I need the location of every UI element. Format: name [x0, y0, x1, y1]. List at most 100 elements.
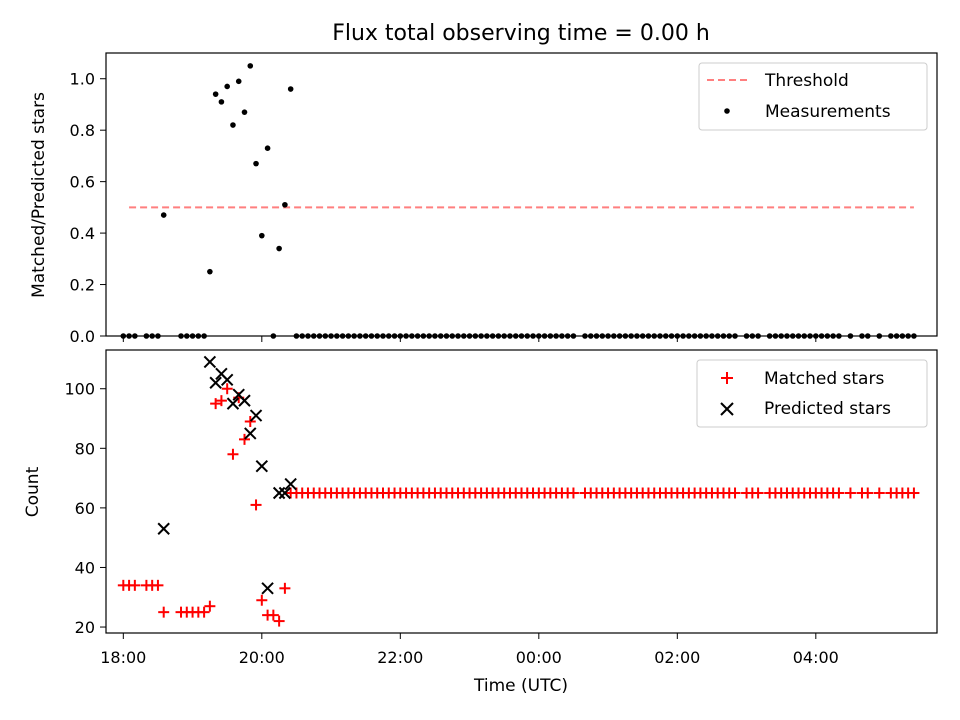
- matched-star-point: [833, 487, 845, 499]
- matched-star-point: [273, 615, 285, 627]
- count-x-axis-label: Time (UTC): [473, 676, 568, 696]
- count-x-tick-label: 18:00: [100, 648, 146, 667]
- predicted-star-point: [249, 409, 263, 422]
- predicted-star-point: [261, 582, 274, 595]
- ratio-x-ticks: [122, 336, 817, 342]
- predicted-x-b: [215, 367, 228, 381]
- predicted-legend-swatch: [720, 402, 734, 416]
- measurement-point: [235, 78, 242, 85]
- matched-star-point: [250, 499, 262, 511]
- measurement-point: [276, 245, 282, 252]
- matched-star-point: [908, 487, 920, 499]
- ratio-y-tick-label: 1.0: [70, 70, 95, 89]
- matched-star-point: [215, 395, 227, 407]
- predicted-star-point: [226, 397, 240, 410]
- chart-title: Flux total observing time = 0.00 h: [332, 21, 710, 46]
- threshold-legend-label: Threshold: [764, 71, 849, 91]
- matched-star-point: [239, 433, 250, 445]
- measurement-point: [259, 232, 265, 239]
- count-y-tick-label: 40: [75, 558, 95, 577]
- matched-star-point: [210, 398, 222, 410]
- matched-star-point: [204, 600, 216, 612]
- measurement-point: [224, 83, 230, 90]
- predicted-x-b: [220, 373, 234, 386]
- count-legend: Matched stars Predicted stars: [696, 359, 928, 428]
- measurement-point: [212, 91, 219, 97]
- predicted-x-b: [284, 477, 297, 491]
- ratio-y-tick-label: 0.8: [70, 121, 95, 140]
- ratio-marks: [120, 63, 917, 339]
- count-y-ticks: 20 40 60 80 100: [64, 380, 106, 637]
- ratio-legend: Threshold Measurements: [698, 62, 928, 131]
- count-x-tick-label: 20:00: [239, 648, 285, 667]
- matched-star-point: [752, 487, 764, 499]
- ratio-y-axis-label: Matched/Predicted stars: [29, 92, 49, 298]
- matched-star-point: [221, 383, 233, 395]
- matched-star-point: [198, 606, 210, 618]
- ratio-subplot: 0.0 0.2 0.4 0.6 0.8 1.0 Matched/Predicted sta…: [29, 52, 938, 346]
- matched-star-point: [256, 594, 268, 606]
- measurement-point: [230, 122, 236, 128]
- matched-star-point: [567, 487, 579, 499]
- matched-star-point: [267, 609, 279, 621]
- count-y-tick-label: 100: [64, 380, 95, 399]
- count-x-tick-label: 02:00: [654, 648, 700, 667]
- measurements-legend-swatch: [724, 108, 730, 114]
- matched-star-point: [844, 487, 856, 499]
- matched-star-point: [227, 448, 239, 460]
- matched-star-point: [873, 487, 885, 499]
- ratio-y-tick-label: 0.6: [70, 173, 95, 192]
- predicted-star-point: [203, 355, 217, 369]
- ratio-legend-box: [698, 62, 928, 131]
- measurement-point: [241, 109, 248, 115]
- predicted-star-point: [255, 459, 269, 473]
- measurement-point: [218, 99, 225, 105]
- ratio-plot-frame: [105, 52, 938, 337]
- matched-star-point: [279, 582, 291, 594]
- count-y-tick-label: 20: [75, 618, 95, 637]
- count-x-ticks: 18:00 20:00 22:00 00:00 02:00 04:00: [100, 633, 839, 667]
- measurement-point: [264, 145, 271, 151]
- count-subplot: 20 40 60 80 100 18:00 20:00 22:00 00:00 02:00 04:…: [23, 349, 938, 696]
- measurement-point: [282, 201, 288, 208]
- matched-legend-swatch: [721, 372, 733, 384]
- predicted-legend-label: Predicted stars: [764, 399, 891, 419]
- matched-star-point: [729, 487, 741, 499]
- predicted-star-point: [157, 522, 170, 535]
- matched-star-point: [862, 487, 874, 499]
- predicted-star-point: [284, 477, 297, 491]
- predicted-x-b: [226, 397, 240, 410]
- predicted-star-point: [272, 486, 286, 500]
- predicted-x-b: [255, 459, 269, 473]
- predicted-x-b: [232, 388, 245, 401]
- predicted-x-b: [278, 486, 292, 500]
- measurement-point: [207, 268, 213, 275]
- ratio-y-tick-label: 0.4: [70, 224, 95, 243]
- count-x-tick-label: 00:00: [516, 648, 562, 667]
- predicted-x-b: [157, 522, 170, 535]
- predicted-star-point: [209, 376, 222, 389]
- predicted-x-b: [272, 486, 286, 500]
- predicted-x-b: [249, 409, 263, 422]
- count-x-tick-label: 22:00: [377, 648, 423, 667]
- ratio-y-tick-label: 0.0: [70, 327, 95, 346]
- count-plot-frame: [105, 349, 938, 634]
- measurement-point: [247, 63, 254, 69]
- predicted-star-point: [244, 427, 257, 440]
- predicted-x-b: [238, 394, 251, 407]
- count-x-tick-label: 04:00: [793, 648, 839, 667]
- count-y-axis-label: Count: [23, 466, 43, 517]
- matched-star-point: [152, 579, 164, 591]
- predicted-x-b: [203, 355, 217, 369]
- count-y-tick-label: 80: [75, 439, 95, 458]
- measurements-legend-label: Measurements: [765, 102, 891, 122]
- predicted-x-b: [209, 376, 222, 389]
- ratio-y-ticks: 0.0 0.2 0.4 0.6 0.8 1.0: [70, 70, 106, 346]
- count-legend-box: [696, 359, 928, 428]
- predicted-star-point: [278, 486, 292, 500]
- matched-star-point: [158, 606, 170, 618]
- predicted-x-b: [261, 582, 274, 595]
- measurement-point: [287, 86, 294, 92]
- matched-star-point: [244, 415, 256, 427]
